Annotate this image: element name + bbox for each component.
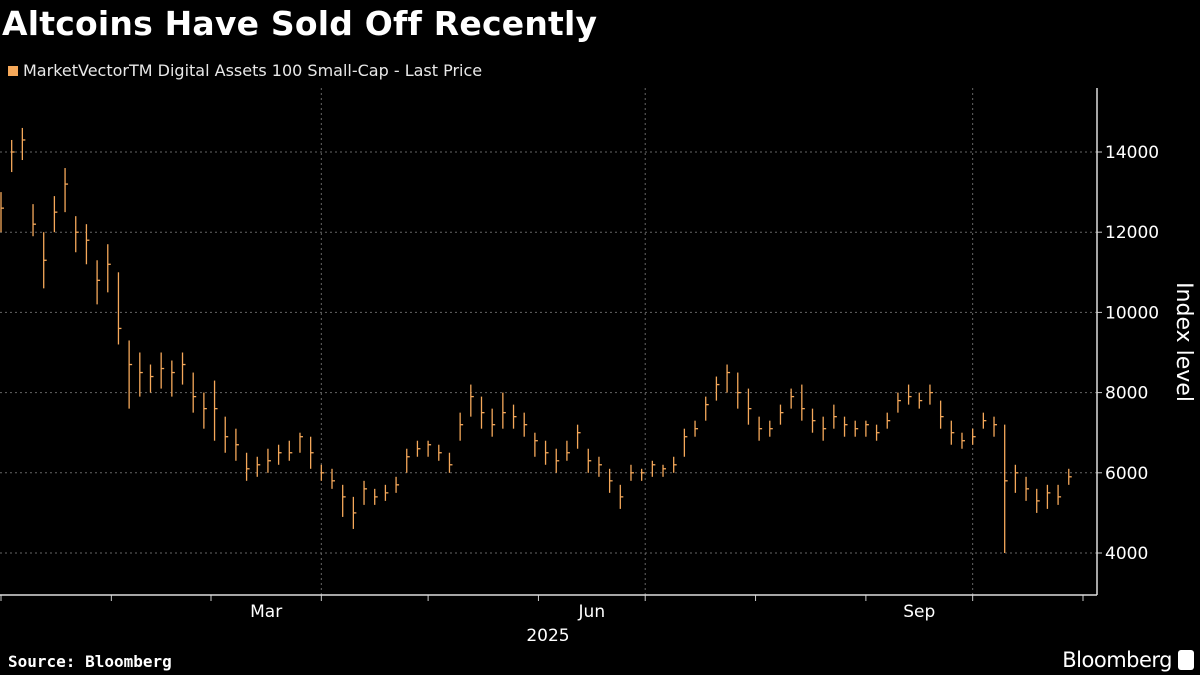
source-note: Source: Bloomberg (8, 652, 172, 671)
x-tick-label: Sep (903, 602, 935, 622)
y-tick-label: 12000 (1105, 223, 1159, 243)
x-tick-label: Jun (578, 602, 606, 622)
y-tick-label: 8000 (1105, 384, 1148, 404)
bloomberg-chart-icon (1178, 650, 1194, 670)
legend-label: MarketVectorTM Digital Assets 100 Small-… (23, 61, 483, 80)
y-tick-label: 10000 (1105, 303, 1159, 323)
y-axis-label: Index level (1171, 282, 1196, 402)
y-tick-label: 6000 (1105, 464, 1148, 484)
brand-label: Bloomberg (1062, 648, 1172, 672)
y-tick-label: 14000 (1105, 143, 1159, 163)
x-axis-label: 2025 (526, 626, 569, 646)
chart-title: Altcoins Have Sold Off Recently (2, 4, 598, 43)
y-tick-label: 4000 (1105, 544, 1148, 564)
legend-swatch (8, 65, 18, 76)
legend: MarketVectorTM Digital Assets 100 Small-… (8, 61, 482, 80)
x-tick-label: Mar (250, 602, 282, 622)
bloomberg-logo: Bloomberg (1062, 648, 1194, 672)
